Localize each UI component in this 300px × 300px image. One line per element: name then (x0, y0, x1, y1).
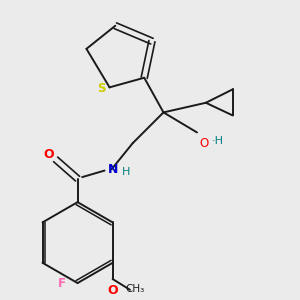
Text: N: N (107, 163, 118, 176)
Text: O: O (107, 284, 118, 297)
Text: ·H: ·H (212, 136, 224, 146)
Text: F: F (58, 277, 66, 290)
Text: O: O (44, 148, 54, 161)
Text: CH₃: CH₃ (125, 284, 144, 294)
Text: O: O (199, 137, 208, 150)
Text: H: H (122, 167, 130, 178)
Text: S: S (97, 82, 105, 95)
